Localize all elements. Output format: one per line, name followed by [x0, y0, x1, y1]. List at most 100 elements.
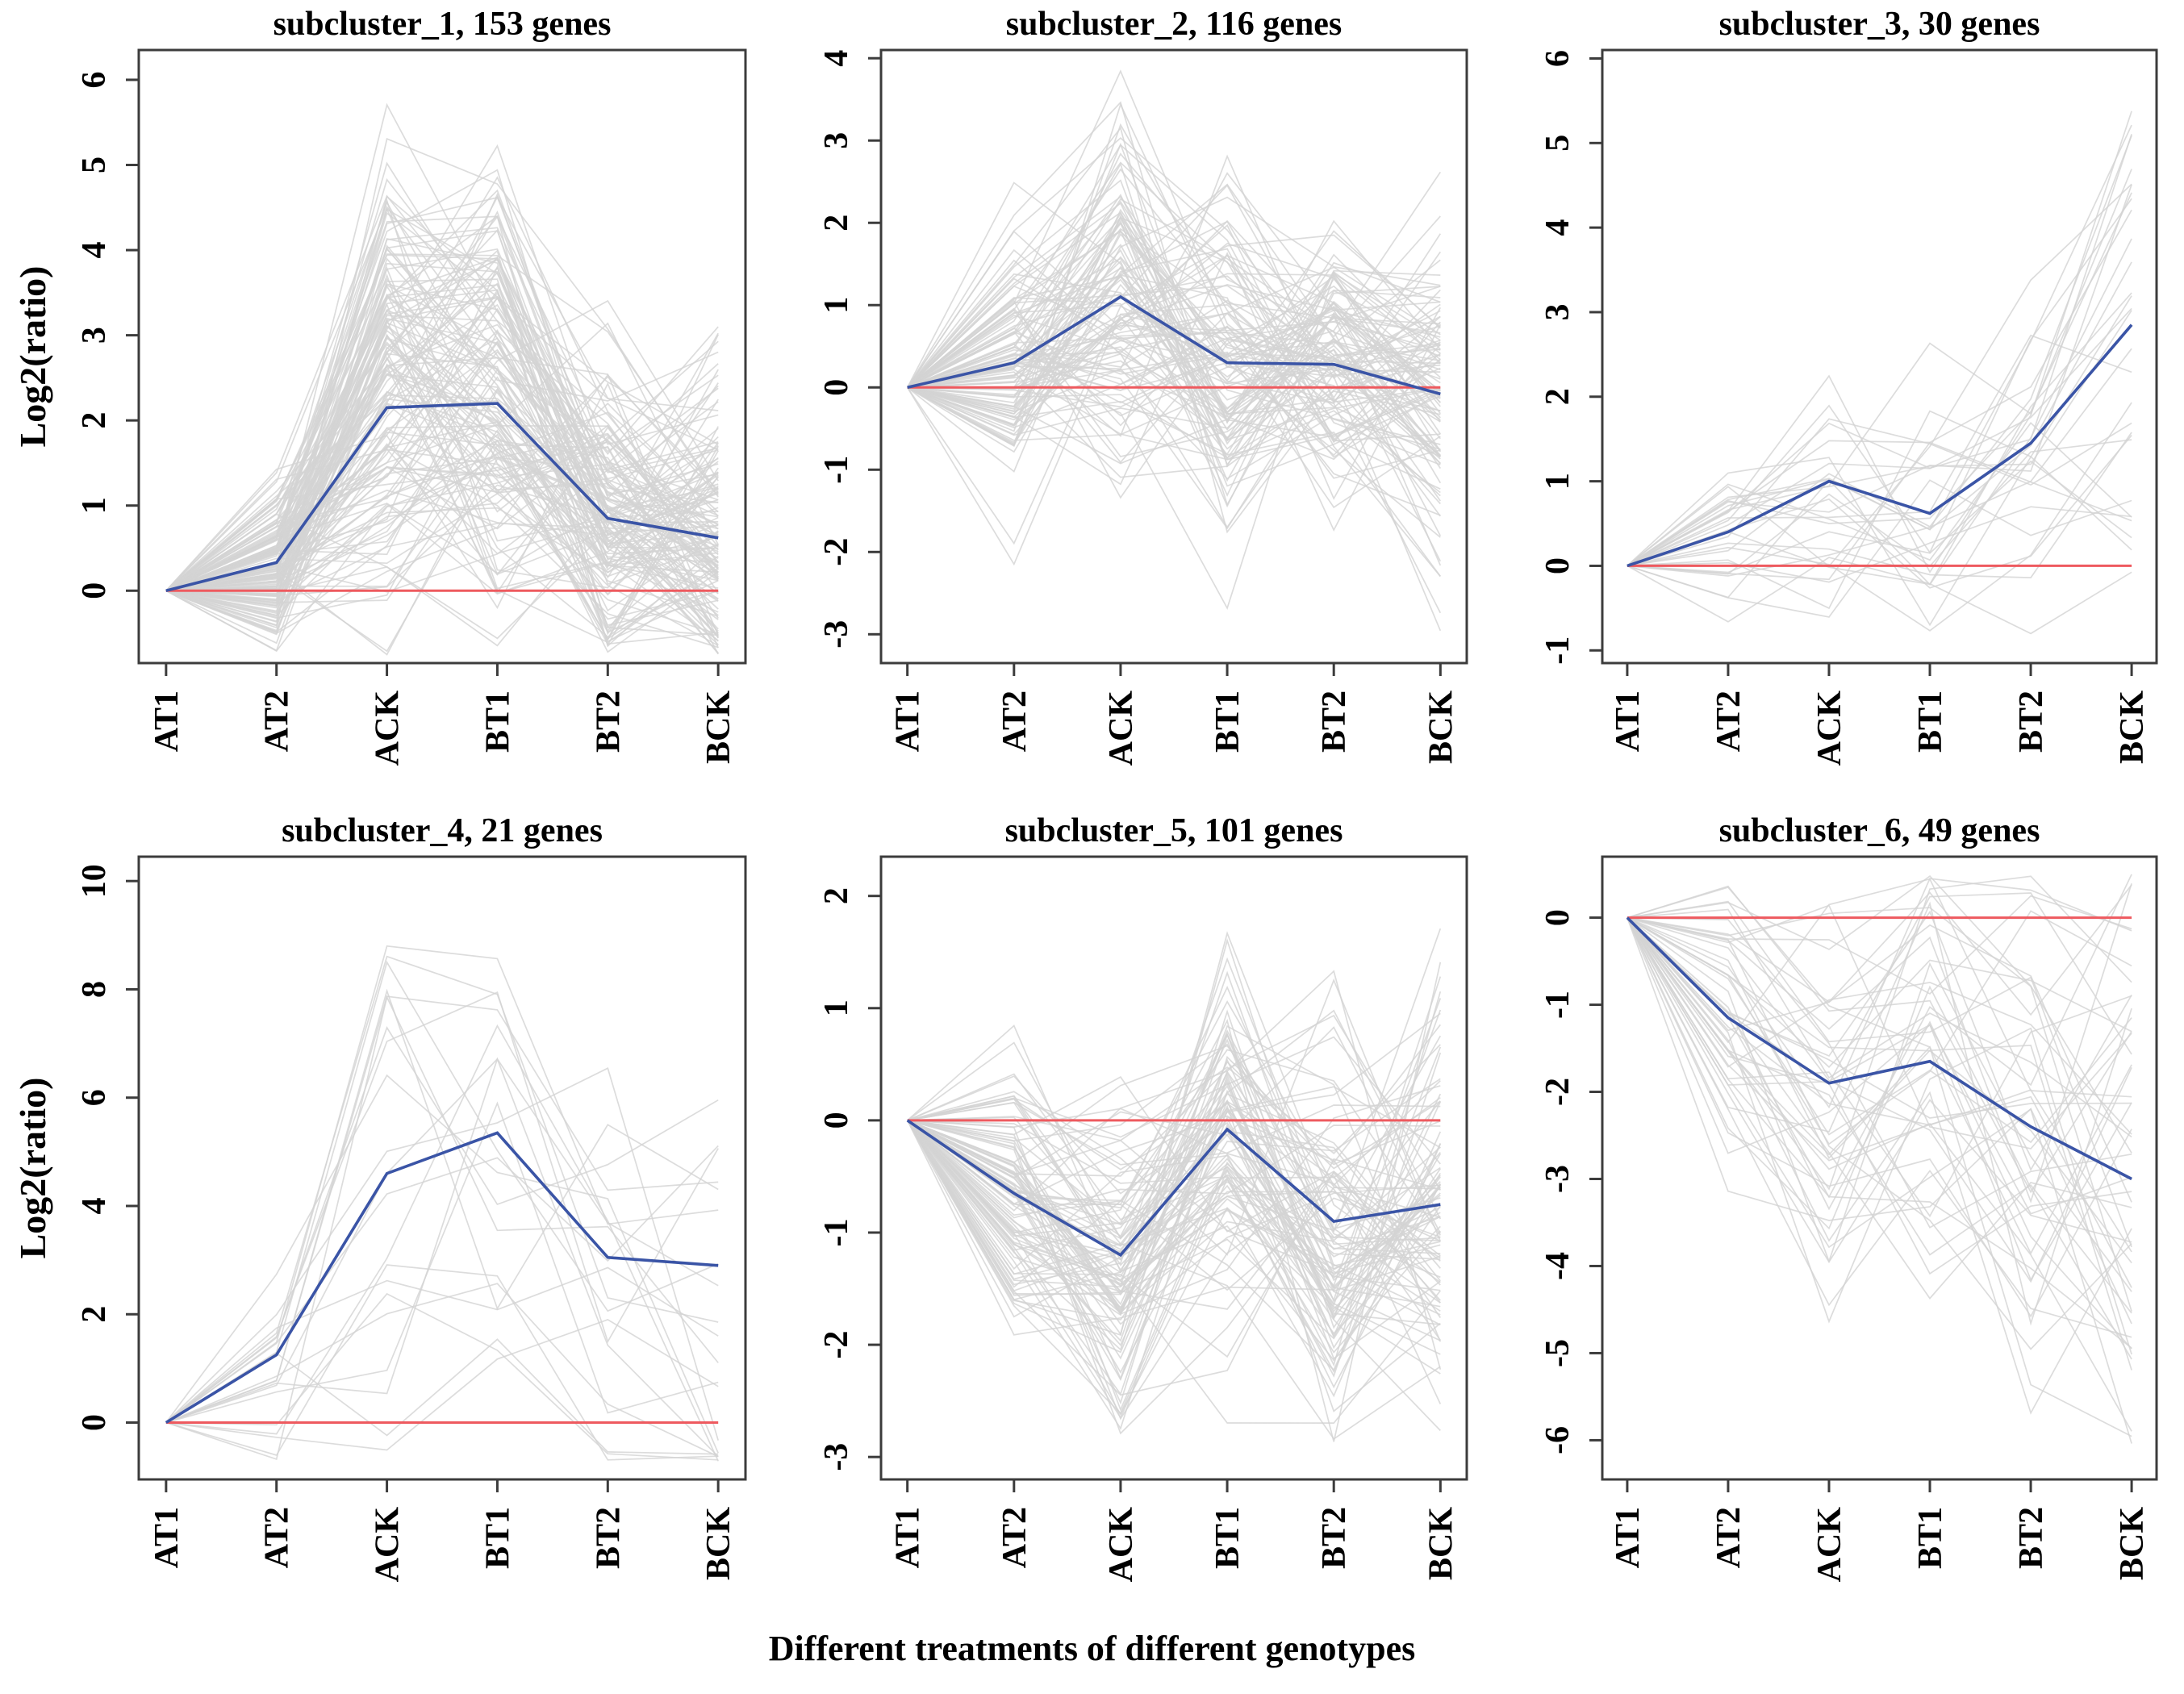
svg-text:ACK: ACK [370, 691, 407, 766]
svg-text:ACK: ACK [1103, 691, 1140, 766]
svg-text:-1: -1 [1539, 636, 1576, 665]
svg-text:BT1: BT1 [1912, 1507, 1949, 1569]
svg-text:AT2: AT2 [1710, 1507, 1748, 1568]
svg-text:AT2: AT2 [1710, 691, 1748, 752]
svg-text:BT1: BT1 [479, 1507, 516, 1569]
subcluster-3-title: subcluster_3, 30 genes [1718, 6, 2040, 43]
svg-text:2: 2 [76, 412, 113, 429]
svg-text:ACK: ACK [1811, 1507, 1848, 1583]
svg-text:2: 2 [76, 1306, 113, 1323]
svg-text:BT1: BT1 [1209, 1507, 1247, 1569]
x-axis-caption: Different treatments of different genoty… [768, 1629, 1416, 1668]
svg-text:BCK: BCK [1422, 691, 1459, 764]
svg-text:2: 2 [818, 887, 855, 904]
svg-text:2: 2 [1539, 388, 1576, 405]
svg-text:AT1: AT1 [148, 691, 186, 752]
svg-text:1: 1 [818, 297, 855, 314]
svg-text:3: 3 [76, 327, 113, 344]
subcluster-3-plot: -1 0 1 2 3 4 5 6 AT1 AT2 ACK BT1 BT2 BCK [1539, 48, 2158, 766]
svg-text:BT2: BT2 [1316, 691, 1353, 753]
svg-text:-1: -1 [818, 1218, 855, 1246]
svg-text:3: 3 [818, 132, 855, 149]
subcluster-4-panel: subcluster_4, 21 genes 0 2 4 6 8 10 AT1 AT2 ACK B… [0, 807, 766, 1623]
svg-text:8: 8 [76, 981, 113, 998]
svg-text:-1: -1 [818, 456, 855, 484]
svg-text:BT2: BT2 [2013, 1507, 2050, 1569]
svg-text:AT1: AT1 [1610, 691, 1647, 752]
svg-text:BCK: BCK [700, 1507, 737, 1580]
svg-text:ACK: ACK [1811, 691, 1848, 766]
svg-text:-3: -3 [818, 1443, 855, 1471]
subcluster-2-panel: subcluster_2, 116 genes -3 -2 -1 0 1 2 3 4 AT1 AT… [766, 0, 1493, 807]
svg-text:ACK: ACK [370, 1507, 407, 1583]
svg-text:Log2(ratio): Log2(ratio) [12, 1078, 53, 1259]
subcluster-1-title: subcluster_1, 153 genes [273, 6, 612, 43]
svg-text:1: 1 [1539, 473, 1576, 490]
svg-text:6: 6 [76, 71, 113, 88]
subcluster-5-panel: subcluster_5, 101 genes -3 -2 -1 0 1 2 AT1 AT2 A… [766, 807, 1493, 1623]
svg-text:-1: -1 [1539, 991, 1576, 1019]
subcluster-3-panel: subcluster_3, 30 genes -1 0 1 2 3 4 5 6 AT1 AT2 AC… [1493, 0, 2184, 807]
svg-text:5: 5 [1539, 135, 1576, 152]
svg-text:BT1: BT1 [1209, 691, 1247, 753]
svg-text:-2: -2 [818, 1331, 855, 1359]
svg-text:10: 10 [76, 864, 113, 898]
svg-text:BT1: BT1 [479, 691, 516, 753]
svg-text:0: 0 [818, 1112, 855, 1129]
subcluster-4-plot: 0 2 4 6 8 10 AT1 AT2 ACK BT1 BT2 BCK Log2(ratio) [12, 855, 747, 1583]
svg-text:-2: -2 [818, 538, 855, 566]
subcluster-2-plot: -3 -2 -1 0 1 2 3 4 AT1 AT2 ACK BT1 BT2 BCK [818, 48, 1468, 766]
subcluster-6-panel: subcluster_6, 49 genes -6 -5 -4 -3 -2 -1 0 AT1 A… [1493, 807, 2184, 1623]
svg-text:-2: -2 [1539, 1078, 1576, 1106]
svg-text:BT2: BT2 [590, 1507, 627, 1569]
svg-text:-6: -6 [1539, 1426, 1576, 1454]
svg-text:0: 0 [76, 582, 113, 599]
subcluster-5-title: subcluster_5, 101 genes [1004, 812, 1343, 849]
svg-text:0: 0 [1539, 909, 1576, 926]
svg-text:BCK: BCK [2114, 1507, 2151, 1580]
svg-text:BT2: BT2 [590, 691, 627, 753]
svg-text:1: 1 [818, 999, 855, 1016]
svg-text:0: 0 [1539, 557, 1576, 574]
subcluster-6-plot: -6 -5 -4 -3 -2 -1 0 AT1 AT2 ACK BT1 BT2 BCK [1539, 855, 2158, 1583]
svg-text:4: 4 [1539, 219, 1576, 236]
svg-text:-4: -4 [1539, 1252, 1576, 1280]
svg-text:0: 0 [818, 379, 855, 396]
svg-text:4: 4 [76, 242, 113, 259]
svg-text:0: 0 [76, 1414, 113, 1431]
subcluster-2-title: subcluster_2, 116 genes [1005, 6, 1343, 43]
subcluster-5-plot: -3 -2 -1 0 1 2 AT1 AT2 ACK BT1 BT2 BCK [818, 855, 1468, 1583]
subcluster-4-title: subcluster_4, 21 genes [282, 812, 603, 849]
svg-text:-3: -3 [1539, 1165, 1576, 1193]
svg-text:1: 1 [76, 497, 113, 514]
svg-text:2: 2 [818, 215, 855, 232]
svg-text:ACK: ACK [1103, 1507, 1140, 1583]
svg-text:AT2: AT2 [259, 691, 296, 752]
svg-text:BT1: BT1 [1912, 691, 1949, 753]
svg-text:BCK: BCK [1422, 1507, 1459, 1580]
svg-text:BCK: BCK [2114, 691, 2151, 764]
svg-text:AT2: AT2 [996, 691, 1034, 752]
subcluster-1-plot: 0 1 2 3 4 5 6 AT1 AT2 ACK BT1 BT2 BCK Log2(ratio) [12, 48, 747, 766]
svg-text:4: 4 [818, 50, 855, 67]
svg-text:5: 5 [76, 156, 113, 173]
svg-text:AT2: AT2 [259, 1507, 296, 1568]
svg-text:BT2: BT2 [1316, 1507, 1353, 1569]
svg-text:6: 6 [76, 1089, 113, 1106]
svg-text:6: 6 [1539, 50, 1576, 67]
svg-text:AT2: AT2 [996, 1507, 1034, 1568]
svg-text:AT1: AT1 [890, 1507, 927, 1568]
svg-text:BCK: BCK [700, 691, 737, 764]
svg-text:AT1: AT1 [1610, 1507, 1647, 1568]
svg-text:BT2: BT2 [2013, 691, 2050, 753]
svg-text:-5: -5 [1539, 1339, 1576, 1367]
svg-text:Log2(ratio): Log2(ratio) [12, 266, 53, 448]
svg-text:4: 4 [76, 1197, 113, 1214]
svg-text:AT1: AT1 [890, 691, 927, 752]
svg-text:3: 3 [1539, 303, 1576, 320]
subcluster-1-panel: subcluster_1, 153 genes 0 1 2 3 4 5 6 AT1 AT2 ACK… [0, 0, 766, 807]
svg-text:-3: -3 [818, 620, 855, 649]
svg-text:AT1: AT1 [148, 1507, 186, 1568]
subcluster-6-title: subcluster_6, 49 genes [1718, 812, 2040, 849]
